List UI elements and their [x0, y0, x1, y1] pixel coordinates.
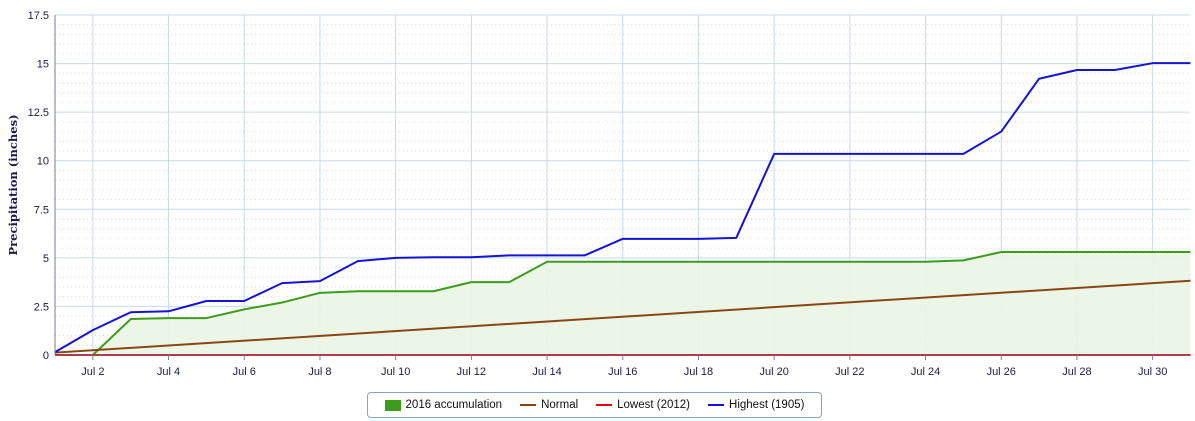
series-area-2016-accumulation	[92, 252, 1191, 355]
x-tick-label: Jul 24	[911, 366, 940, 378]
legend-label-2016-accumulation: 2016 accumulation	[405, 399, 503, 411]
legend-swatch-2016-accumulation	[384, 399, 401, 411]
legend-label-normal: Normal	[541, 399, 579, 411]
legend-item-2016-accumulation[interactable]: 2016 accumulation	[384, 399, 503, 411]
y-tick-label: 7.5	[34, 204, 49, 216]
legend-swatch-normal	[520, 404, 537, 406]
x-tick-label: Jul 18	[684, 366, 713, 378]
x-tick-label: Jul 6	[233, 366, 256, 378]
x-tick-label: Jul 2	[81, 366, 104, 378]
legend-swatch-lowest	[596, 404, 613, 406]
legend-swatch-highest	[708, 404, 725, 406]
x-tick-label: Jul 28	[1062, 366, 1091, 378]
y-tick-label: 2.5	[34, 301, 49, 313]
legend-label-highest: Highest (1905)	[729, 399, 805, 411]
y-tick-label: 10	[37, 156, 49, 168]
y-tick-label: 17.5	[28, 10, 49, 22]
x-tick-label: Jul 16	[608, 366, 637, 378]
x-tick-label: Jul 30	[1138, 366, 1167, 378]
x-tick-label: Jul 22	[835, 366, 864, 378]
legend-item-highest[interactable]: Highest (1905)	[708, 399, 804, 411]
legend-item-normal[interactable]: Normal	[520, 399, 578, 411]
x-tick-label: Jul 20	[759, 366, 788, 378]
x-tick-label: Jul 10	[381, 366, 410, 378]
series-line-2016-accumulation	[92, 251, 1191, 356]
x-tick-label: Jul 14	[532, 366, 561, 378]
y-ticks: 0 2.5 5 7.5 10 12.5 15 17.5	[28, 10, 49, 362]
x-tick-label: Jul 8	[308, 366, 331, 378]
series-line-normal	[54, 279, 1191, 354]
precipitation-chart: Jul 2 Jul 4 Jul 6 Jul 8 Jul 10 Jul 12 Jul 14 Ju…	[6, 10, 1191, 378]
x-tick-label: Jul 4	[157, 366, 180, 378]
legend-label-lowest: Lowest (2012)	[617, 399, 691, 411]
legend-item-lowest[interactable]: Lowest (2012)	[596, 399, 690, 411]
y-tick-label: 12.5	[28, 107, 49, 119]
series-line-highest-1905	[54, 62, 1191, 353]
x-tick-label: Jul 26	[987, 366, 1016, 378]
y-tick-label: 0	[43, 350, 49, 362]
chart-legend: 2016 accumulation Normal Lowest (2012) H…	[367, 392, 822, 418]
y-axis-title: Precipitation (inches)	[6, 114, 20, 255]
x-tick-label: Jul 12	[457, 366, 486, 378]
y-tick-label: 15	[37, 59, 49, 71]
x-ticks: Jul 2 Jul 4 Jul 6 Jul 8 Jul 10 Jul 12 Jul 14 Ju…	[81, 355, 1167, 378]
y-tick-label: 5	[43, 253, 49, 265]
